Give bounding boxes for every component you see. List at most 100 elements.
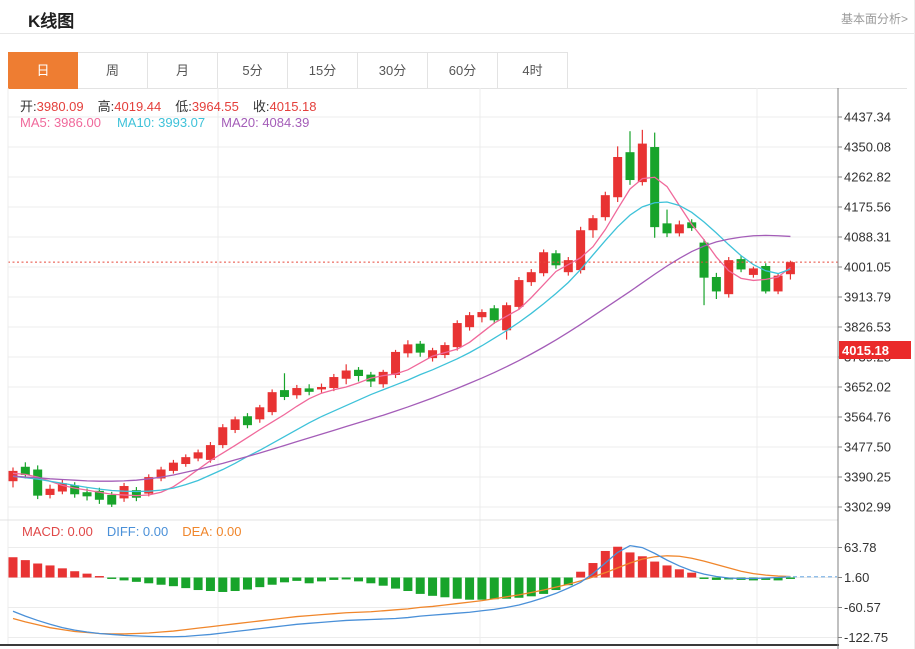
macd-bar [613,546,623,578]
macd-bar [20,560,30,578]
macd-bar [502,577,512,599]
candle-body [551,253,561,266]
candle-body [625,152,635,181]
macd-bar [70,571,80,578]
ma5-line [12,176,791,497]
candle-body [699,242,709,278]
tab-daily[interactable]: 日 [8,52,78,89]
macd-bar [674,569,684,578]
dea-line [12,555,791,635]
macd-bar [341,577,351,580]
macd-bar [785,577,795,579]
candle-body [82,492,92,497]
close-label: 收: [252,99,270,114]
macd-bar [119,577,129,581]
candle-body [773,275,783,292]
close-value: 4015.18 [269,99,317,114]
y-axis-label: -60.57 [844,600,881,615]
candle-body [119,486,129,499]
macd-bar [563,577,573,586]
candle-body [156,469,166,479]
tab-weekly[interactable]: 周 [78,52,148,89]
candle-body [465,315,475,328]
candle-body [205,445,215,460]
macd-bar [94,576,104,578]
macd-bar [218,577,228,592]
chart-area: 4437.34 4350.08 4262.82 4175.56 4088.31 4001.… [0,88,915,649]
candle-body [588,218,598,231]
y-axis-label: 3564.76 [844,410,891,425]
macd-bar [329,577,339,580]
candle-body [354,369,364,377]
high-value: 4019.44 [114,99,162,114]
y-axis-label: 4088.31 [844,230,891,245]
y-axis-label: 4437.34 [844,110,891,125]
tab-monthly[interactable]: 月 [148,52,218,89]
y-axis-label: 63.78 [844,540,877,555]
macd-bar [230,577,240,592]
macd-bar [205,577,215,592]
macd-bar [156,577,166,585]
candle-body [218,427,228,446]
candle-body [477,312,487,318]
candle-body [403,344,413,354]
candle-body [452,323,462,348]
candle-body [637,143,647,183]
diff-value: DIFF: 0.00 [106,524,169,539]
y-axis-label: 3477.50 [844,440,891,455]
y-axis-label: 3390.25 [844,470,891,485]
macd-bar [662,565,672,578]
y-axis-label: 3913.79 [844,290,891,305]
kline-chart-canvas[interactable]: 4437.34 4350.08 4262.82 4175.56 4088.31 4001.… [0,88,915,649]
macd-bar [539,577,549,594]
page-title: K线图 [28,12,75,31]
macd-bar [650,561,660,578]
macd-bar [403,577,413,592]
y-axis-label: 4001.05 [844,260,891,275]
macd-bar [625,552,635,578]
y-axis-label: 1.60 [844,570,869,585]
macd-bar [415,577,425,594]
candle-body [255,407,265,420]
tab-15min[interactable]: 15分 [288,52,358,89]
y-axis-label: 3826.53 [844,320,891,335]
candle-body [292,388,302,396]
ma5-value: MA5: 3986.00 [20,115,101,130]
candle-body [20,466,30,476]
candle-body [539,252,549,274]
ohlc-readout: 开:3980.09 高:4019.44 低:3964.55 收:4015.18 [20,96,331,115]
low-value: 3964.55 [191,99,239,114]
tab-4hour[interactable]: 4时 [498,52,568,89]
macd-bar [465,577,475,600]
candle-body [613,156,623,198]
macd-bar [144,577,154,584]
tab-30min[interactable]: 30分 [358,52,428,89]
candle-body [181,457,191,465]
macd-bar [354,577,364,582]
candle-body [45,488,55,495]
macd-bar [551,577,561,591]
candle-body [70,485,80,495]
tab-5min[interactable]: 5分 [218,52,288,89]
candle-body [378,371,388,385]
low-label: 低: [175,99,192,114]
header-divider [0,33,914,34]
macd-bar [452,577,462,599]
candle-body [440,345,450,356]
candle-body [317,387,326,390]
candle-body [662,223,672,234]
candle-body [168,462,178,471]
candle-body [576,230,586,271]
macd-bar [699,577,709,579]
macd-bar [279,577,289,583]
tab-60min[interactable]: 60分 [428,52,498,89]
macd-bar [255,577,265,588]
macd-bar [440,577,450,598]
macd-bar [317,577,326,582]
macd-bar [428,577,438,596]
y-axis-label: 3302.99 [844,500,891,515]
candle-body [489,308,499,321]
fundamental-analysis-link[interactable]: 基本面分析> [840,12,908,26]
candle-body [724,260,734,295]
candle-body [674,224,684,234]
